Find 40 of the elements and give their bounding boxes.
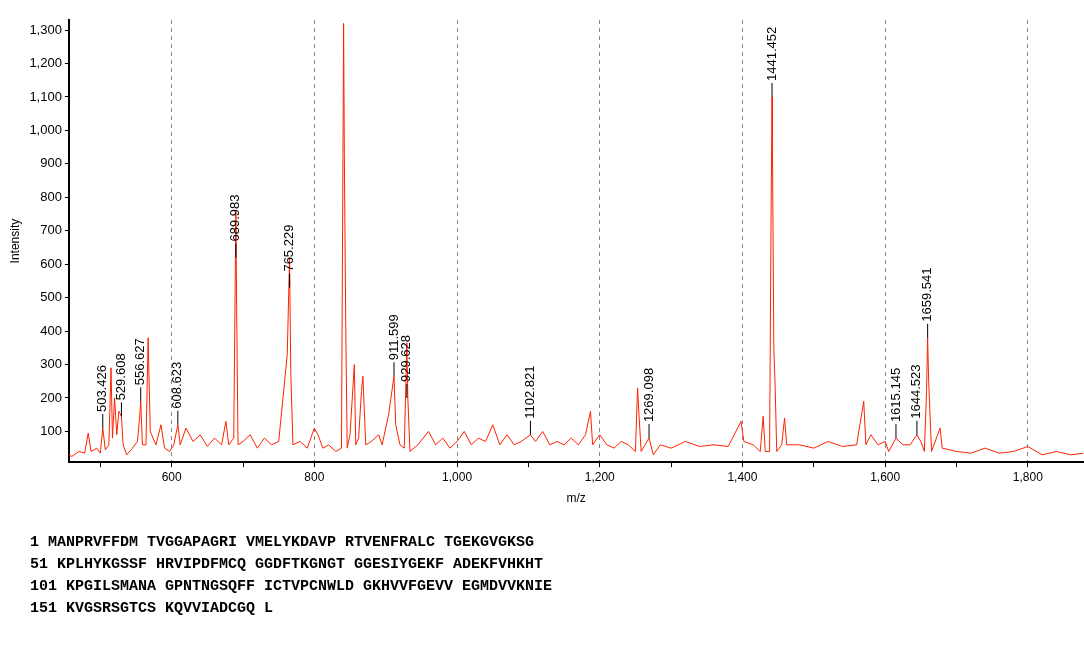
y-tick-label: 400 [40, 322, 62, 338]
x-tick-label: 800 [304, 469, 325, 484]
x-tick-label: 1,000 [442, 469, 473, 484]
annotation: 608.623 [169, 361, 185, 409]
y-tick-label: 1,200 [29, 55, 62, 71]
annotation: 1102.821 [522, 365, 537, 419]
y-tick-label: 200 [40, 389, 62, 405]
x-axis-title: m/z [566, 491, 586, 506]
annotation: 556.627 [132, 338, 148, 386]
y-tick-label: 1,300 [29, 21, 62, 37]
annotation: 503.426 [94, 365, 110, 413]
x-tick-label: 1,600 [870, 469, 901, 484]
annotation: 689.983 [227, 194, 243, 242]
y-tick-label: 700 [40, 222, 62, 238]
y-tick-label: 800 [40, 188, 62, 204]
y-tick-label: 1,000 [29, 121, 62, 137]
y-tick-label: 100 [40, 423, 62, 438]
y-tick-label: 900 [40, 155, 62, 171]
annotation: 1644.523 [908, 364, 924, 419]
x-tick-label: 600 [161, 469, 182, 484]
text: 1 MANPRVFFDM TVGGAPAGRI VMELYKDAVP RTVENFRALC TGEKGVGKSG [30, 533, 536, 553]
annotation: 1659.541 [919, 267, 935, 322]
annotation: 929.628 [398, 334, 414, 382]
x-tick-label: 1,800 [1012, 469, 1044, 484]
annotation: 765.229 [281, 224, 297, 272]
y-tick-label: 1,100 [29, 88, 62, 104]
annotation: 1615.145 [887, 367, 903, 423]
y-tick-label: 300 [40, 356, 62, 372]
text: 51 KPLHYKGSSF HRVIPDFMCQ GGDFTKGNGT GGESIYGEKF ADEKFVHKHT [30, 555, 545, 575]
y-tick-label: 600 [40, 255, 62, 271]
annotation: 911.599 [385, 314, 401, 361]
annotation: 1269.098 [640, 367, 656, 423]
y-axis-title: Intensity [7, 218, 22, 264]
text: 101 KPGILSMANA GPNTNGSQFF ICTVPCNWLD GKHVVFGEVV EGMDVVKNIE [30, 577, 554, 597]
x-tick-label: 1,400 [727, 469, 758, 484]
annotation: 529.608 [113, 353, 129, 401]
annotation: 1441.452 [763, 26, 779, 81]
y-tick-label: 500 [40, 289, 62, 305]
text: 151 KVGSRSGTCS KQVVIADCGQ L [30, 599, 275, 619]
x-tick-label: 1,200 [584, 469, 616, 484]
